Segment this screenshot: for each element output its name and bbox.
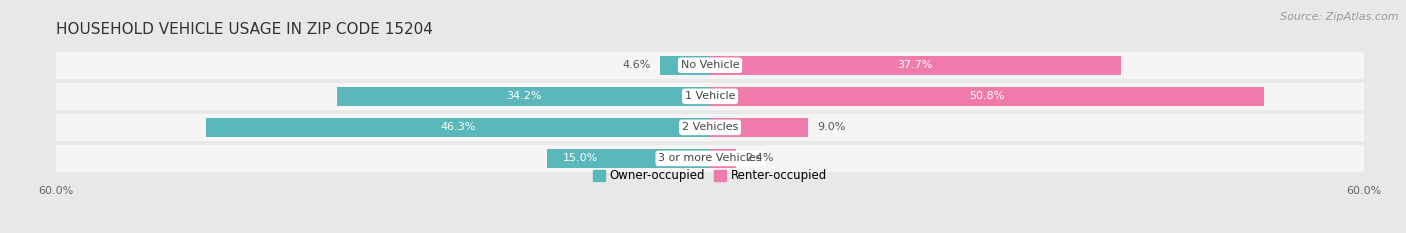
Text: 34.2%: 34.2% [506,91,541,101]
Bar [56,83,1364,110]
Text: 9.0%: 9.0% [817,122,845,132]
Text: 15.0%: 15.0% [562,154,598,163]
Bar [56,114,1364,141]
Bar [710,149,737,168]
Text: 2 Vehicles: 2 Vehicles [682,122,738,132]
Bar [56,52,1364,79]
Text: 4.6%: 4.6% [623,60,651,70]
Bar [710,118,808,137]
Text: No Vehicle: No Vehicle [681,60,740,70]
Bar [710,87,1264,106]
Bar [205,118,710,137]
Bar [56,145,1364,172]
Text: 46.3%: 46.3% [440,122,475,132]
Bar [659,56,710,75]
Text: 2.4%: 2.4% [745,154,773,163]
Bar [710,56,1121,75]
Text: HOUSEHOLD VEHICLE USAGE IN ZIP CODE 15204: HOUSEHOLD VEHICLE USAGE IN ZIP CODE 1520… [56,22,433,37]
Bar [337,87,710,106]
Text: 37.7%: 37.7% [897,60,934,70]
Bar [547,149,710,168]
Text: 3 or more Vehicles: 3 or more Vehicles [658,154,762,163]
Text: Source: ZipAtlas.com: Source: ZipAtlas.com [1281,12,1399,22]
Text: 50.8%: 50.8% [969,91,1004,101]
Text: 1 Vehicle: 1 Vehicle [685,91,735,101]
Legend: Owner-occupied, Renter-occupied: Owner-occupied, Renter-occupied [588,164,832,187]
